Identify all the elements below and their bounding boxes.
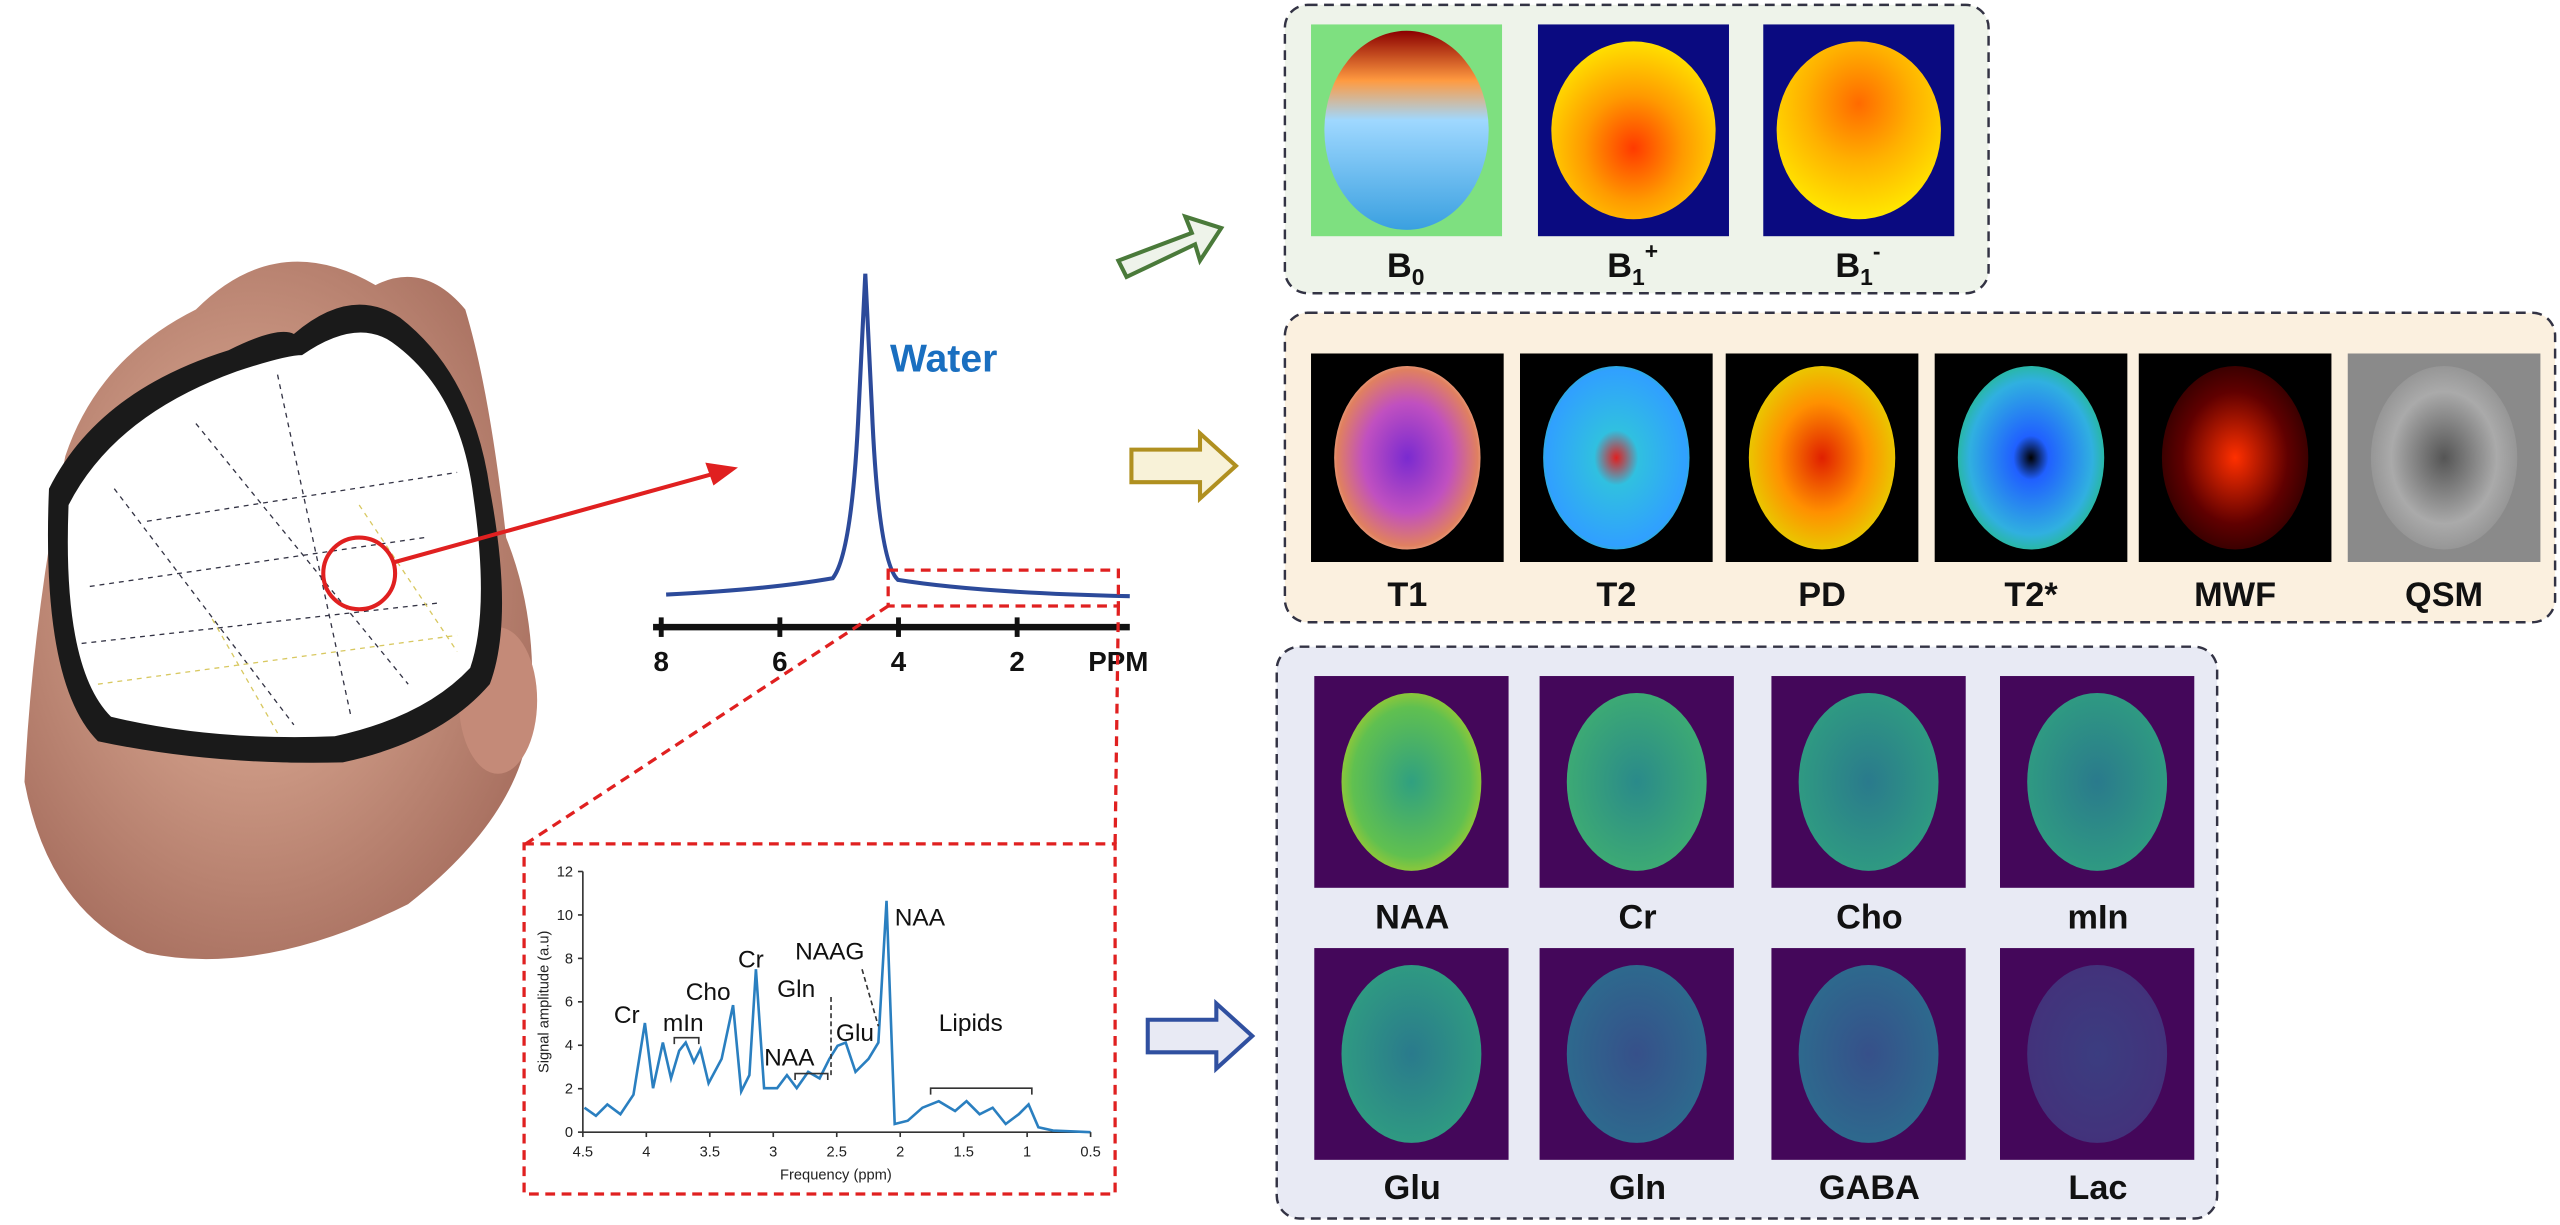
brain: [1749, 366, 1895, 549]
brain: [2162, 366, 2308, 549]
map-label: Cr: [1619, 899, 1657, 937]
map-label: Cho: [1836, 899, 1903, 937]
map-label: Lac: [2068, 1169, 2127, 1207]
label-sup: +: [1645, 238, 1658, 264]
peak-label: Lipids: [939, 1010, 1003, 1037]
map-label: NAA: [1375, 899, 1449, 937]
map-label: Gln: [1609, 1169, 1666, 1207]
label-base: B: [1387, 247, 1412, 285]
brain: [1799, 965, 1939, 1143]
map-label: MWF: [2194, 576, 2276, 614]
tick-label: 12: [557, 864, 573, 880]
peak-label: Gln: [777, 976, 815, 1003]
brain: [1567, 693, 1707, 871]
tick-label: 6: [565, 995, 573, 1011]
brain: [1777, 41, 1941, 219]
brain: [1543, 366, 1689, 549]
peak-label: mIn: [663, 1010, 704, 1037]
brain: [1551, 41, 1715, 219]
map-label: T2: [1596, 576, 1636, 614]
tick-label: 4: [891, 646, 907, 677]
tick-label: 1.5: [953, 1145, 973, 1161]
peak-label: Cr: [738, 947, 764, 974]
tick-label: 2: [896, 1145, 904, 1161]
tick-label: 2: [565, 1082, 573, 1098]
tick-label: 1: [1023, 1145, 1031, 1161]
tick-label: 0.5: [1080, 1145, 1100, 1161]
peak-label: NAA: [764, 1044, 815, 1071]
map-label: mIn: [2067, 899, 2128, 937]
brain: [2027, 965, 2167, 1143]
x-axis-title: Frequency (ppm): [780, 1167, 892, 1183]
tick-label: 10: [557, 908, 573, 924]
map-label: PD: [1798, 576, 1846, 614]
tick-label: 2.5: [827, 1145, 847, 1161]
brain: [1341, 965, 1481, 1143]
brain: [2371, 366, 2517, 549]
label-sub: 0: [1412, 264, 1425, 290]
brain: [1958, 366, 2104, 549]
tick-label: 2: [1009, 646, 1024, 677]
map-label: GABA: [1819, 1169, 1920, 1207]
map-label: T2*: [2004, 576, 2058, 614]
peak-label: Glu: [836, 1020, 874, 1047]
arrow-blue: [1148, 1003, 1252, 1068]
peak-label: NAA: [895, 904, 946, 931]
tick-label: 4: [642, 1145, 650, 1161]
tick-label: 8: [654, 646, 669, 677]
tick-label: 4: [565, 1038, 573, 1054]
peak-label: NAAG: [795, 938, 864, 965]
zoom-plot: 4.5 4 3.5 3 2.5 2 1.5 1 0.5 0 2 4 6 8 10 12 Frequency (…: [524, 844, 1115, 1194]
arrow-green: [1118, 217, 1221, 277]
brain: [1334, 366, 1480, 549]
label-sub: 1: [1860, 264, 1873, 290]
label-sub: 1: [1632, 264, 1645, 290]
arrow-yellow: [1131, 433, 1235, 498]
figure: Water 8642 PPM 4.543.532.521.510.5024681…: [0, 0, 2560, 1225]
brain: [1567, 965, 1707, 1143]
tick-label: 3: [769, 1145, 777, 1161]
peak-label: Cr: [614, 1002, 640, 1029]
map-label: QSM: [2405, 576, 2483, 614]
tick-label: 3.5: [700, 1145, 720, 1161]
label-base: B: [1835, 247, 1860, 285]
tick-label: 0: [565, 1125, 573, 1141]
y-axis-title: Signal amplitude (a.u): [537, 931, 553, 1073]
map-label: Glu: [1384, 1169, 1441, 1207]
brain: [1799, 693, 1939, 871]
tick-label: 4.5: [573, 1145, 593, 1161]
label-sup: -: [1873, 238, 1881, 264]
tick-label: 8: [565, 951, 573, 967]
brain: [1324, 31, 1488, 230]
brain: [2027, 693, 2167, 871]
peak-label: Cho: [686, 979, 731, 1006]
map-label: T1: [1387, 576, 1427, 614]
brain: [1341, 693, 1481, 871]
label-base: B: [1607, 247, 1632, 285]
water-label: Water: [890, 337, 997, 380]
